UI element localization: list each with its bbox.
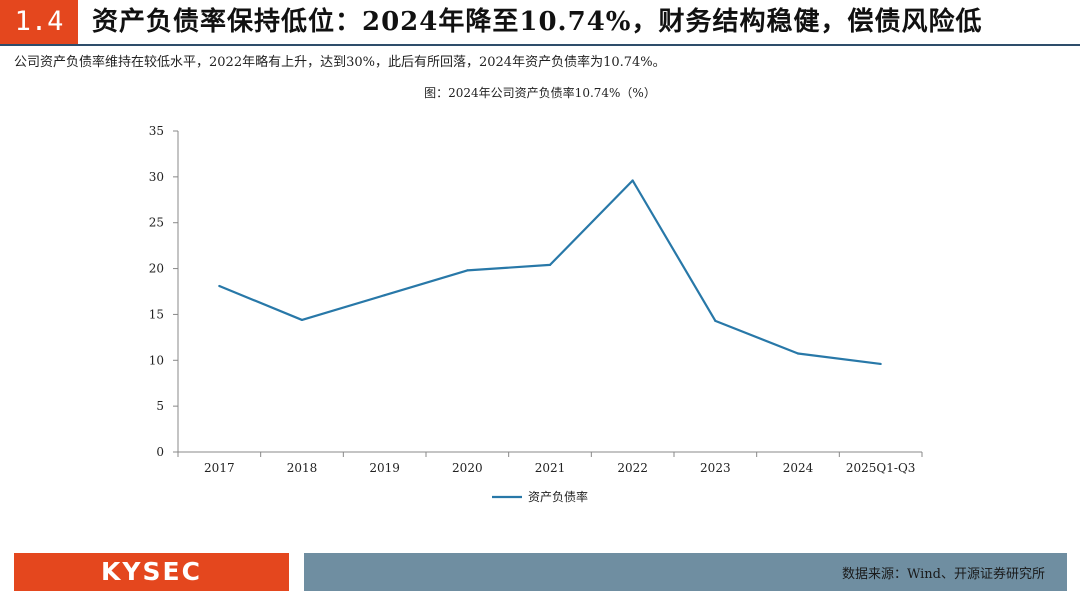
y-tick-label: 35 [149,124,164,138]
data-point [218,284,221,288]
line-chart: 0 5 10 15 20 25 30 35 2017 2018 2019 2020 2021 2022 20… [149,124,923,504]
footer-logo-bar: KYSEC [14,553,289,591]
chart-title: 图：2024年公司资产负债率10.74%（%） [424,86,656,100]
footer-source-bar: 数据来源：Wind、开源证券研究所 [304,553,1067,591]
x-tick-label: 2019 [369,461,400,475]
x-tick-label: 2023 [700,461,731,475]
data-source: 数据来源：Wind、开源证券研究所 [842,567,1045,582]
y-tick-label: 5 [156,399,164,413]
data-point [631,179,634,182]
data-point [383,294,386,297]
slide-header: 1.4 资产负债率保持低位：2024年降至10.74%，财务结构稳健，偿债风险低 [0,0,1080,46]
data-point [714,319,717,322]
x-tick-label: 2022 [617,461,648,475]
y-tick-label: 10 [149,353,164,367]
y-tick-label: 15 [149,307,164,321]
data-point [796,352,800,355]
y-tick-label: 30 [149,170,164,184]
data-point [548,263,552,267]
legend-label: 资产负债率 [528,489,588,504]
y-tick-label: 20 [149,262,164,276]
x-tick-label: 2021 [535,461,566,475]
data-point [300,318,304,322]
y-tick-label: 25 [149,216,164,230]
y-tick-label: 0 [156,445,164,459]
section-number: 1.4 [0,0,78,44]
x-tick-label: 2025Q1-Q3 [846,461,916,475]
x-tick-label: 2018 [287,461,318,475]
data-point [879,362,882,366]
series-line [218,179,881,366]
x-tick-label: 2024 [783,461,814,475]
slide-subtitle: 公司资产负债率维持在较低水平，2022年略有上升，达到30%，此后有所回落，20… [14,55,666,70]
x-tick-label: 2020 [452,461,483,475]
kysec-logo: KYSEC [101,557,202,586]
x-tick-label: 2017 [204,461,235,475]
header-rule [0,44,1080,46]
slide-title: 资产负债率保持低位：2024年降至10.74%，财务结构稳健，偿债风险低 [92,7,983,37]
data-point [466,269,469,272]
